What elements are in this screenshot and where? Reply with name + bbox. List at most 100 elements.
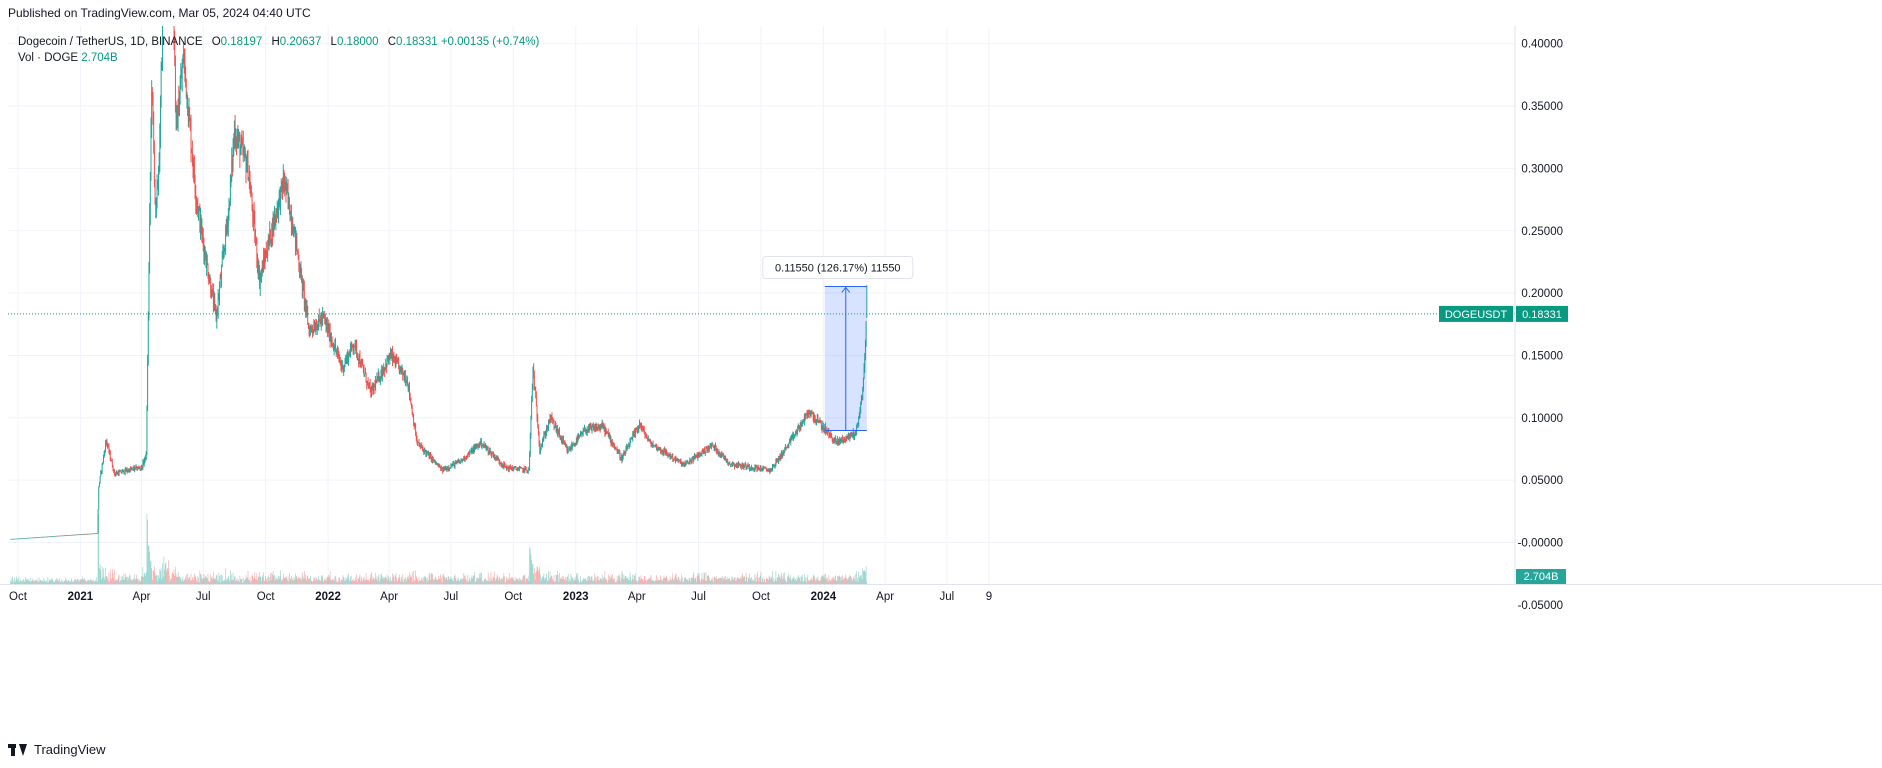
- volume-label[interactable]: Vol · DOGE: [18, 52, 79, 64]
- volume-bar: [246, 577, 248, 584]
- candle-body: [103, 452, 105, 457]
- volume-bar: [472, 578, 473, 584]
- candle-body: [591, 426, 593, 430]
- volume-bar: [810, 579, 811, 584]
- volume-bar: [811, 577, 813, 584]
- candle-body: [585, 431, 587, 433]
- volume-bar: [314, 580, 316, 584]
- volume-bar: [865, 572, 866, 584]
- volume-bar: [223, 580, 224, 584]
- price-tick-label: -0.05000: [1518, 600, 1563, 612]
- volume-bar: [56, 578, 58, 584]
- candle-body: [593, 426, 594, 428]
- candle-body: [464, 459, 466, 460]
- volume-bar: [118, 576, 119, 584]
- candle-body: [205, 258, 207, 267]
- volume-bar: [166, 571, 167, 584]
- symbol-tag-box: [1439, 305, 1513, 322]
- candle-body: [263, 257, 264, 272]
- candle-body: [48, 536, 50, 538]
- volume-bar: [688, 577, 690, 584]
- volume-bar: [180, 578, 182, 584]
- volume-bar: [729, 578, 731, 584]
- volume-bar: [571, 578, 573, 584]
- candle-body: [751, 468, 753, 469]
- price-chart[interactable]: 0.11550 (126.17%) 11550 DOGEUSDT 0.18331 2…: [0, 0, 1882, 746]
- volume-bar: [833, 579, 835, 584]
- volume-bar: [856, 577, 858, 584]
- volume-bar: [819, 580, 821, 584]
- volume-bar: [671, 580, 672, 584]
- candle-body: [487, 448, 489, 453]
- volume-bar: [332, 578, 334, 584]
- volume-bar: [555, 574, 557, 584]
- volume-bar: [47, 576, 49, 584]
- candle-body: [633, 431, 635, 436]
- candle-body: [103, 456, 104, 463]
- volume-bar: [673, 579, 674, 584]
- candle-body: [540, 446, 542, 449]
- volume-bar: [861, 574, 862, 584]
- candle-body: [831, 435, 832, 438]
- candle-body: [856, 425, 857, 433]
- candle-body: [12, 538, 13, 540]
- candle-body: [274, 215, 276, 220]
- volume-bar: [29, 581, 31, 584]
- candle-body: [747, 466, 748, 468]
- candle-body: [232, 159, 233, 166]
- candle-body: [268, 237, 269, 250]
- volume-bar: [248, 579, 250, 584]
- volume-bar: [293, 577, 295, 584]
- candle-body: [314, 329, 316, 331]
- candle-body: [331, 339, 332, 342]
- volume-bar: [561, 579, 562, 584]
- volume-bar: [373, 578, 374, 584]
- volume-bar: [832, 579, 834, 584]
- volume-bar: [500, 578, 502, 584]
- candle-body: [287, 185, 288, 191]
- volume-bar: [433, 578, 435, 584]
- volume-bar: [259, 572, 260, 584]
- volume-bar: [401, 576, 402, 584]
- candle-body: [116, 472, 118, 474]
- candle-body: [54, 536, 55, 537]
- symbol-description[interactable]: Dogecoin / TetherUS, 1D, BINANCE: [18, 36, 203, 48]
- volume-bar: [202, 578, 204, 584]
- candle-body: [534, 388, 536, 390]
- volume-bar: [517, 578, 518, 584]
- candle-body: [321, 317, 323, 321]
- volume-bar: [118, 574, 120, 584]
- candle-body: [654, 444, 656, 446]
- volume-bar: [821, 576, 823, 584]
- volume-bar: [164, 569, 165, 584]
- price-axis[interactable]: -0.05000-0.000000.050000.100000.150000.2…: [1514, 26, 1563, 612]
- candle-body: [131, 467, 133, 469]
- volume-bar: [463, 573, 465, 584]
- volume-bar: [846, 577, 847, 584]
- volume-bar: [609, 575, 611, 584]
- time-tick-label: 2022: [315, 591, 341, 603]
- candle-body: [50, 536, 51, 538]
- volume-bar: [274, 574, 275, 584]
- candle-body: [521, 468, 523, 469]
- volume-bar: [309, 578, 311, 584]
- volume-bar: [692, 578, 693, 584]
- candle-body: [420, 445, 421, 447]
- volume-bar: [334, 576, 336, 584]
- footer-brand[interactable]: TradingView: [8, 742, 106, 757]
- volume-bar: [529, 548, 531, 584]
- volume-bar: [775, 571, 777, 584]
- price-range-measure[interactable]: 0.11550 (126.17%) 11550: [762, 255, 914, 432]
- volume-bar: [847, 580, 849, 584]
- candle-body: [658, 448, 659, 451]
- volume-bar: [410, 574, 412, 584]
- candlestick-chart-svg[interactable]: 0.11550 (126.17%) 11550 DOGEUSDT 0.183312…: [0, 0, 1882, 746]
- volume-bar: [214, 579, 216, 584]
- candle-body: [493, 454, 494, 457]
- volume-bar: [692, 574, 694, 584]
- candle-body: [578, 436, 580, 437]
- volume-bar: [854, 574, 856, 584]
- volume-bar: [607, 582, 608, 584]
- time-axis[interactable]: Oct 2021 Apr Jul Oct 2022 Apr Jul Oct 2023 Apr Jul O…: [0, 584, 1882, 604]
- volume-bar: [430, 572, 432, 584]
